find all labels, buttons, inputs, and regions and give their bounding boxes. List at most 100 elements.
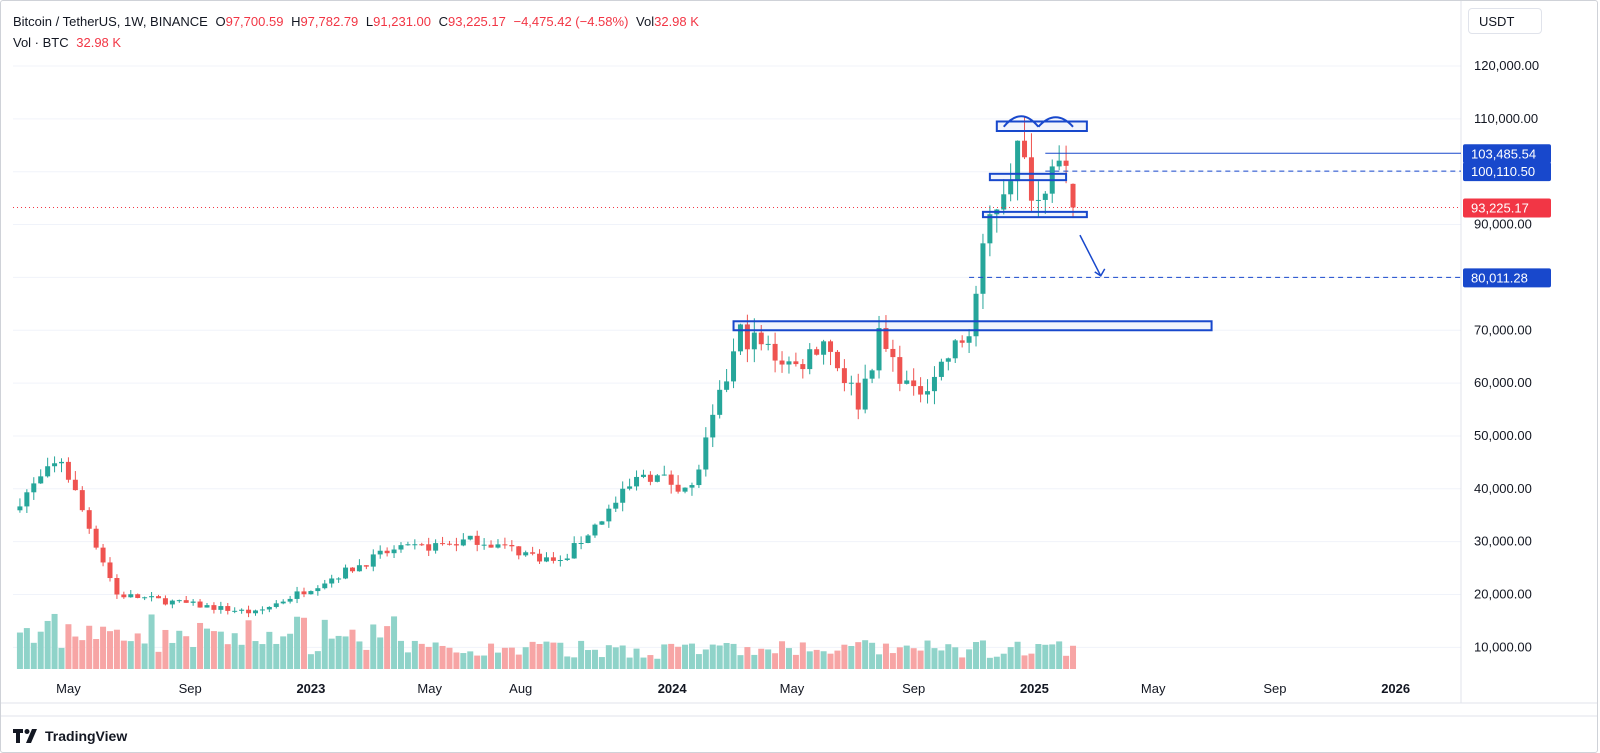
volume-bar — [917, 650, 924, 669]
candle-body — [523, 552, 529, 556]
volume-bar — [869, 642, 876, 669]
candle-body — [634, 476, 640, 487]
candle-body — [377, 550, 383, 555]
y-tick-label: 40,000.00 — [1474, 481, 1532, 496]
candle-body — [786, 361, 792, 365]
x-tick-label: May — [780, 681, 805, 696]
volume-bar — [1056, 641, 1063, 669]
y-tick-label: 70,000.00 — [1474, 322, 1532, 337]
candle-body — [1008, 181, 1014, 195]
volume-bar — [328, 638, 335, 669]
volume-bar — [924, 640, 931, 669]
candle-body — [724, 381, 730, 390]
volume-bar — [391, 616, 398, 669]
candle-body — [855, 382, 861, 410]
volume-bar — [321, 619, 328, 669]
volume-bar — [966, 649, 973, 669]
volume-bar — [591, 649, 598, 669]
candle-body — [987, 214, 993, 244]
candle-body — [814, 349, 820, 355]
volume-bar — [848, 646, 855, 669]
vol-label: Vol — [636, 14, 655, 29]
volume-bar — [640, 657, 647, 669]
candle-body — [301, 591, 307, 595]
candle-body — [710, 414, 716, 438]
candle-body — [966, 336, 972, 343]
candle-body — [273, 603, 279, 607]
price-label-box — [1463, 144, 1551, 164]
price-label-text: 103,485.54 — [1471, 146, 1536, 161]
candle-body — [17, 506, 23, 511]
volume-bar — [799, 642, 806, 669]
projection-arrow-head — [1094, 268, 1106, 277]
candle-body — [550, 557, 556, 561]
volume-bar — [841, 644, 848, 669]
volume-bar — [467, 651, 474, 669]
candle-body — [848, 382, 854, 384]
volume-bar — [529, 641, 536, 669]
y-tick-label: 60,000.00 — [1474, 375, 1532, 390]
candle-body — [266, 606, 272, 610]
volume-study-label[interactable]: Vol · BTC — [13, 35, 69, 50]
x-tick-label: 2024 — [658, 681, 688, 696]
volume-bar — [938, 650, 945, 669]
volume-bar — [585, 650, 592, 669]
candle-body — [58, 461, 64, 464]
volume-bar — [765, 649, 772, 669]
volume-bar — [460, 653, 467, 669]
candle-body — [287, 598, 293, 602]
volume-bar — [979, 640, 986, 669]
price-label-box — [1463, 198, 1551, 218]
volume-bar — [439, 645, 446, 669]
volume-bar — [709, 644, 716, 669]
x-tick-label: 2025 — [1020, 681, 1049, 696]
mid-range-zone — [988, 172, 1068, 182]
x-tick-label: Sep — [1263, 681, 1286, 696]
volume-bar — [183, 636, 190, 669]
candle-body — [176, 600, 182, 602]
y-tick-label: 10,000.00 — [1474, 639, 1532, 654]
candle-body — [758, 332, 764, 345]
candle-body — [246, 609, 252, 614]
volume-bar — [501, 647, 508, 669]
volume-bar — [481, 655, 488, 669]
volume-bar — [813, 649, 820, 669]
candle-body — [294, 591, 300, 599]
candle-body — [530, 552, 536, 554]
volume-bar — [688, 643, 695, 669]
close-value: 93,225.17 — [448, 14, 506, 29]
volume-bar — [571, 657, 578, 669]
candle-body — [904, 380, 910, 384]
volume-bar — [370, 624, 377, 669]
candle-body — [384, 550, 390, 554]
candle-body — [453, 544, 459, 546]
symbol-title[interactable]: Bitcoin / TetherUS, 1W, BINANCE — [13, 14, 208, 29]
volume-bar — [945, 644, 952, 669]
volume-bar — [564, 656, 571, 669]
candle-body — [862, 378, 868, 410]
candle-body — [142, 597, 148, 599]
tradingview-logo[interactable]: TradingView — [13, 728, 127, 744]
volume-bar — [245, 620, 252, 669]
candle-body — [211, 605, 217, 610]
volume-bar — [287, 633, 294, 669]
candle-body — [433, 543, 439, 551]
volume-bar — [1014, 641, 1021, 669]
x-tick-label: May — [417, 681, 442, 696]
candle-body — [751, 332, 757, 350]
volume-bar — [169, 642, 176, 669]
candle-body — [225, 606, 231, 611]
volume-bar — [792, 654, 799, 669]
volume-bar — [779, 641, 786, 669]
y-tick-label: 20,000.00 — [1474, 587, 1532, 602]
y-tick-label: 110,000.00 — [1474, 111, 1538, 126]
volume-bar — [695, 654, 702, 669]
price-label-text: 93,225.17 — [1471, 201, 1529, 216]
volume-bar — [141, 643, 148, 669]
candle-body — [793, 361, 799, 365]
volume-bar — [86, 625, 93, 669]
currency-unit-button[interactable]: USDT — [1468, 8, 1542, 34]
price-label-box — [1463, 268, 1551, 288]
